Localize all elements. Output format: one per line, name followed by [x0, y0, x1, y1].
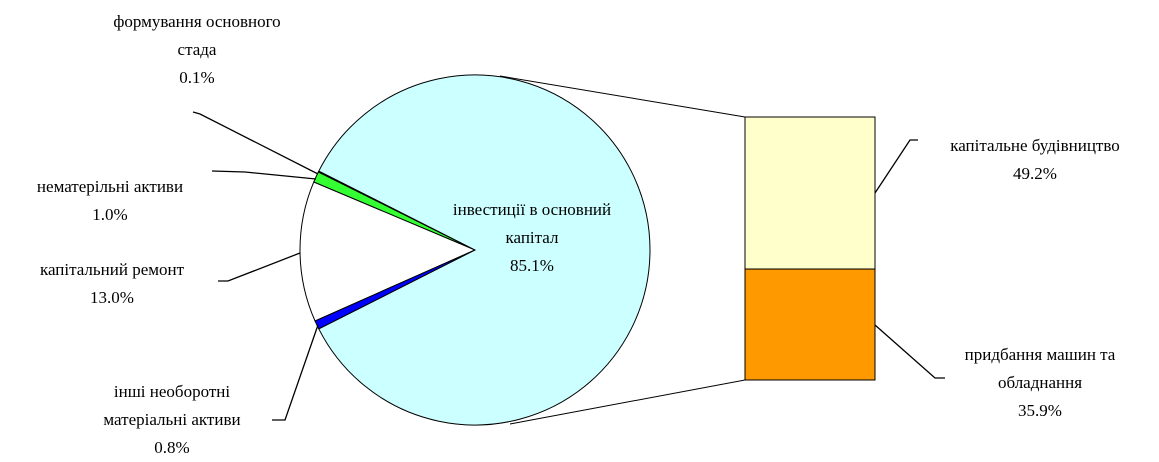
leader-line — [874, 139, 918, 194]
label-value: 0.1% — [179, 68, 215, 87]
leader-line — [272, 324, 319, 421]
data-label: придбання машин та обладнання 35.9% — [948, 341, 1133, 425]
label-value: 35.9% — [1018, 401, 1062, 420]
label-value: 13.0% — [90, 288, 134, 307]
label-value: 1.0% — [92, 205, 128, 224]
connector — [509, 379, 746, 425]
label-name: інші необоротні матеріальні активи — [103, 382, 241, 429]
label-name: капітальне будівництво — [950, 136, 1120, 155]
bar-segment — [744, 116, 876, 270]
data-label: нематерільні активи 1.0% — [0, 173, 220, 229]
leader-line — [218, 252, 301, 282]
bar-segment — [744, 268, 876, 381]
data-label: інвестиції в основний капітал 85.1% — [432, 196, 632, 280]
leader-line — [874, 324, 945, 379]
pie-slice — [299, 181, 477, 322]
label-name: нематерільні активи — [36, 177, 184, 196]
label-name: інвестиції в основний капітал — [452, 200, 612, 247]
leader-line — [192, 111, 319, 175]
label-value: 0.8% — [154, 438, 190, 457]
label-value: 85.1% — [510, 256, 554, 275]
data-label: капітальне будівництво 49.2% — [905, 132, 1159, 188]
leader-line — [211, 170, 317, 180]
pie-slice — [318, 74, 651, 426]
data-label: інші необоротні матеріальні активи 0.8% — [92, 378, 252, 462]
label-name: придбання машин та обладнання — [964, 345, 1116, 392]
data-label: формування основного стада 0.1% — [97, 8, 297, 92]
label-value: 49.2% — [1013, 164, 1057, 183]
data-label: капітальний ремонт 13.0% — [2, 256, 222, 312]
label-name: капітальний ремонт — [39, 260, 185, 279]
label-name: формування основного стада — [113, 12, 281, 59]
connector — [499, 75, 746, 118]
